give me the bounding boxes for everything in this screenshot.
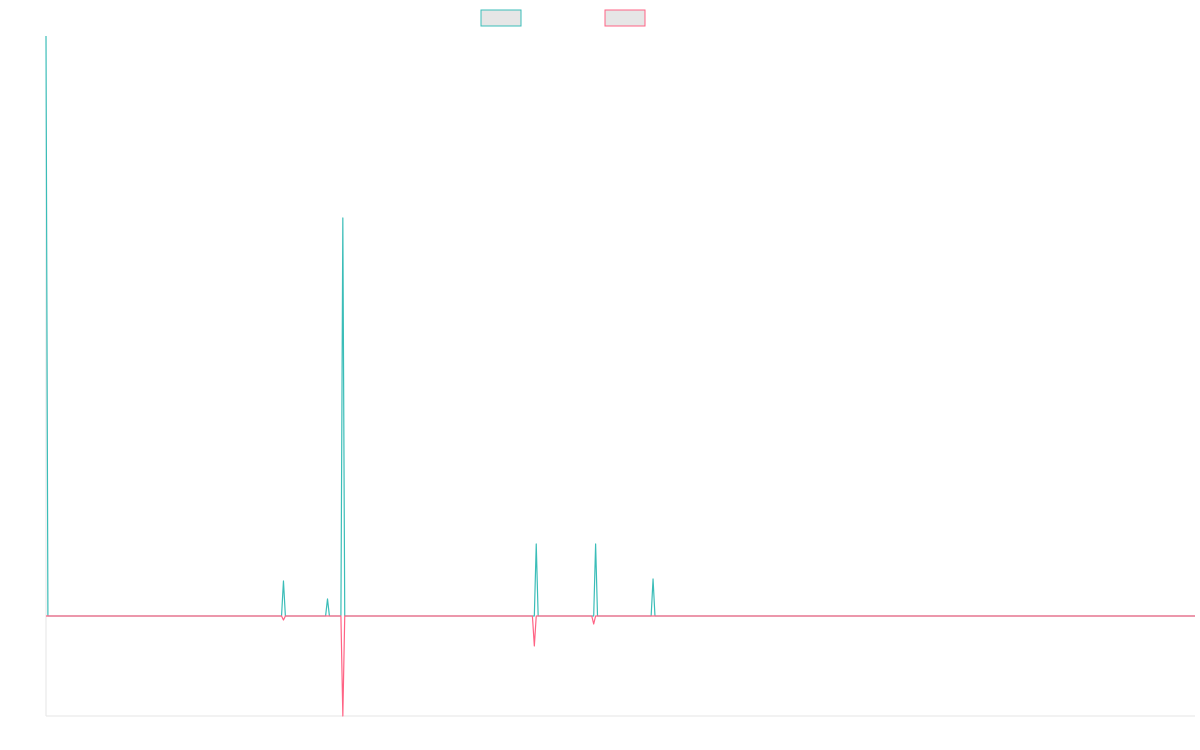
plot-area [45, 35, 1195, 717]
legend[interactable] [480, 9, 646, 27]
legend-swatch-1[interactable] [480, 9, 522, 27]
series-line-2 [46, 615, 1195, 717]
legend-swatch-2[interactable] [604, 9, 646, 27]
series-line-1 [45, 35, 1195, 617]
